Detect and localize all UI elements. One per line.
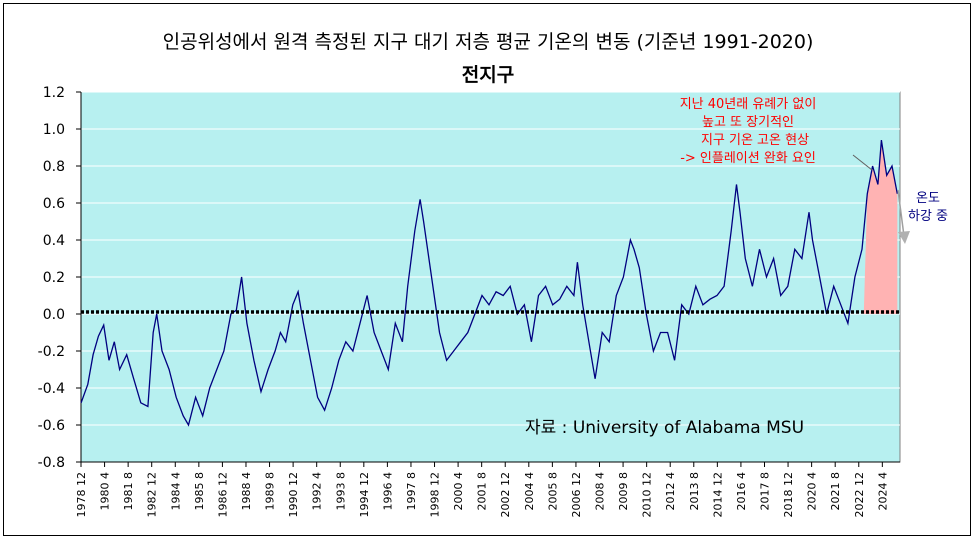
x-tick-label: 2018 12 <box>782 472 795 518</box>
chart-subtitle: 전지구 <box>461 64 515 86</box>
x-tick-label: 1989 8 <box>264 472 277 511</box>
x-tick-label: 2017 8 <box>758 472 771 511</box>
drop-note-line: 하강 중 <box>908 209 948 224</box>
y-tick-label: -0.2 <box>38 344 65 360</box>
y-axis: 1.2 1.0 0.8 0.6 0.4 0.2 0.0 -0.2 -0.4 -0.6 -0.8 <box>38 85 82 471</box>
x-tick-label: 2008 4 <box>594 472 607 511</box>
x-tick-label: 2014 12 <box>711 472 724 518</box>
x-tick-label: 1990 12 <box>287 472 300 518</box>
series-line <box>80 140 898 427</box>
x-tick-label: 2001 8 <box>476 472 489 511</box>
y-tick-label: 0.4 <box>43 233 65 249</box>
x-tick-label: 2024 4 <box>876 472 889 511</box>
x-tick-label: 2016 4 <box>735 472 748 511</box>
drop-arrow-head <box>898 231 910 244</box>
x-tick-label: 2004 4 <box>523 472 536 511</box>
x-tick-label: 2000 4 <box>452 472 465 511</box>
x-tick-label: 1980 4 <box>99 472 112 511</box>
y-tick-label: -0.8 <box>38 455 65 471</box>
x-tick-label: 2005 8 <box>546 472 559 511</box>
y-tick-label: 0.6 <box>43 196 65 212</box>
y-tick-label: 1.0 <box>43 122 65 138</box>
x-tick-label: 1988 4 <box>240 472 253 511</box>
red-note-line: -> 인플레이션 완화 요인 <box>680 151 816 166</box>
x-tick-label: 1993 8 <box>334 472 347 511</box>
x-tick-label: 2009 8 <box>617 472 630 511</box>
x-tick-label: 2020 4 <box>806 472 819 511</box>
x-tick-label: 1985 8 <box>193 472 206 511</box>
x-tick-label: 2021 8 <box>829 472 842 511</box>
drop-arrow-shaft <box>897 189 905 237</box>
x-tick-label: 2010 12 <box>641 472 654 518</box>
x-tick-label: 2006 12 <box>570 472 583 518</box>
y-tick-label: 0.0 <box>43 307 65 323</box>
x-tick-label: 1992 4 <box>311 472 324 511</box>
red-note-line: 높고 또 장기적인 <box>702 115 794 130</box>
x-tick-label: 1986 12 <box>216 472 229 518</box>
x-tick-label: 1994 12 <box>358 472 371 518</box>
y-tick-label: 0.8 <box>43 159 65 175</box>
x-tick-label: 1996 4 <box>381 472 394 511</box>
x-tick-label: 1981 8 <box>122 472 135 511</box>
y-tick-label: 0.2 <box>43 270 65 286</box>
x-tick-label: 1984 4 <box>169 472 182 511</box>
x-tick-label: 1997 8 <box>405 472 418 511</box>
y-tick-label: -0.4 <box>38 381 65 397</box>
chart-title: 인공위성에서 원격 측정된 지구 대기 저층 평균 기온의 변동 (기준년 19… <box>162 31 814 53</box>
x-tick-label: 2022 12 <box>853 472 866 518</box>
x-tick-label: 2012 4 <box>664 472 677 511</box>
y-tick-label: 1.2 <box>43 85 65 101</box>
x-tick-label: 1998 12 <box>429 472 442 518</box>
red-note-line: 지구 기온 고온 현상 <box>701 133 809 148</box>
y-tick-label: -0.6 <box>38 418 65 434</box>
x-tick-label: 2013 8 <box>688 472 701 511</box>
x-tick-label: 1978 12 <box>75 472 88 518</box>
red-note-line: 지난 40년래 유례가 없이 <box>680 97 817 112</box>
source-note: 자료 : University of Alabama MSU <box>525 418 804 438</box>
x-axis: 1978 12 1980 4 1981 8 1982 12 1984 4 1985 8 19… <box>75 461 900 518</box>
highlight-region <box>863 140 898 314</box>
x-tick-label: 1982 12 <box>146 472 159 518</box>
x-tick-label: 2002 12 <box>499 472 512 518</box>
red-note-pointer <box>852 154 873 171</box>
drop-note-line: 온도 <box>916 191 940 206</box>
